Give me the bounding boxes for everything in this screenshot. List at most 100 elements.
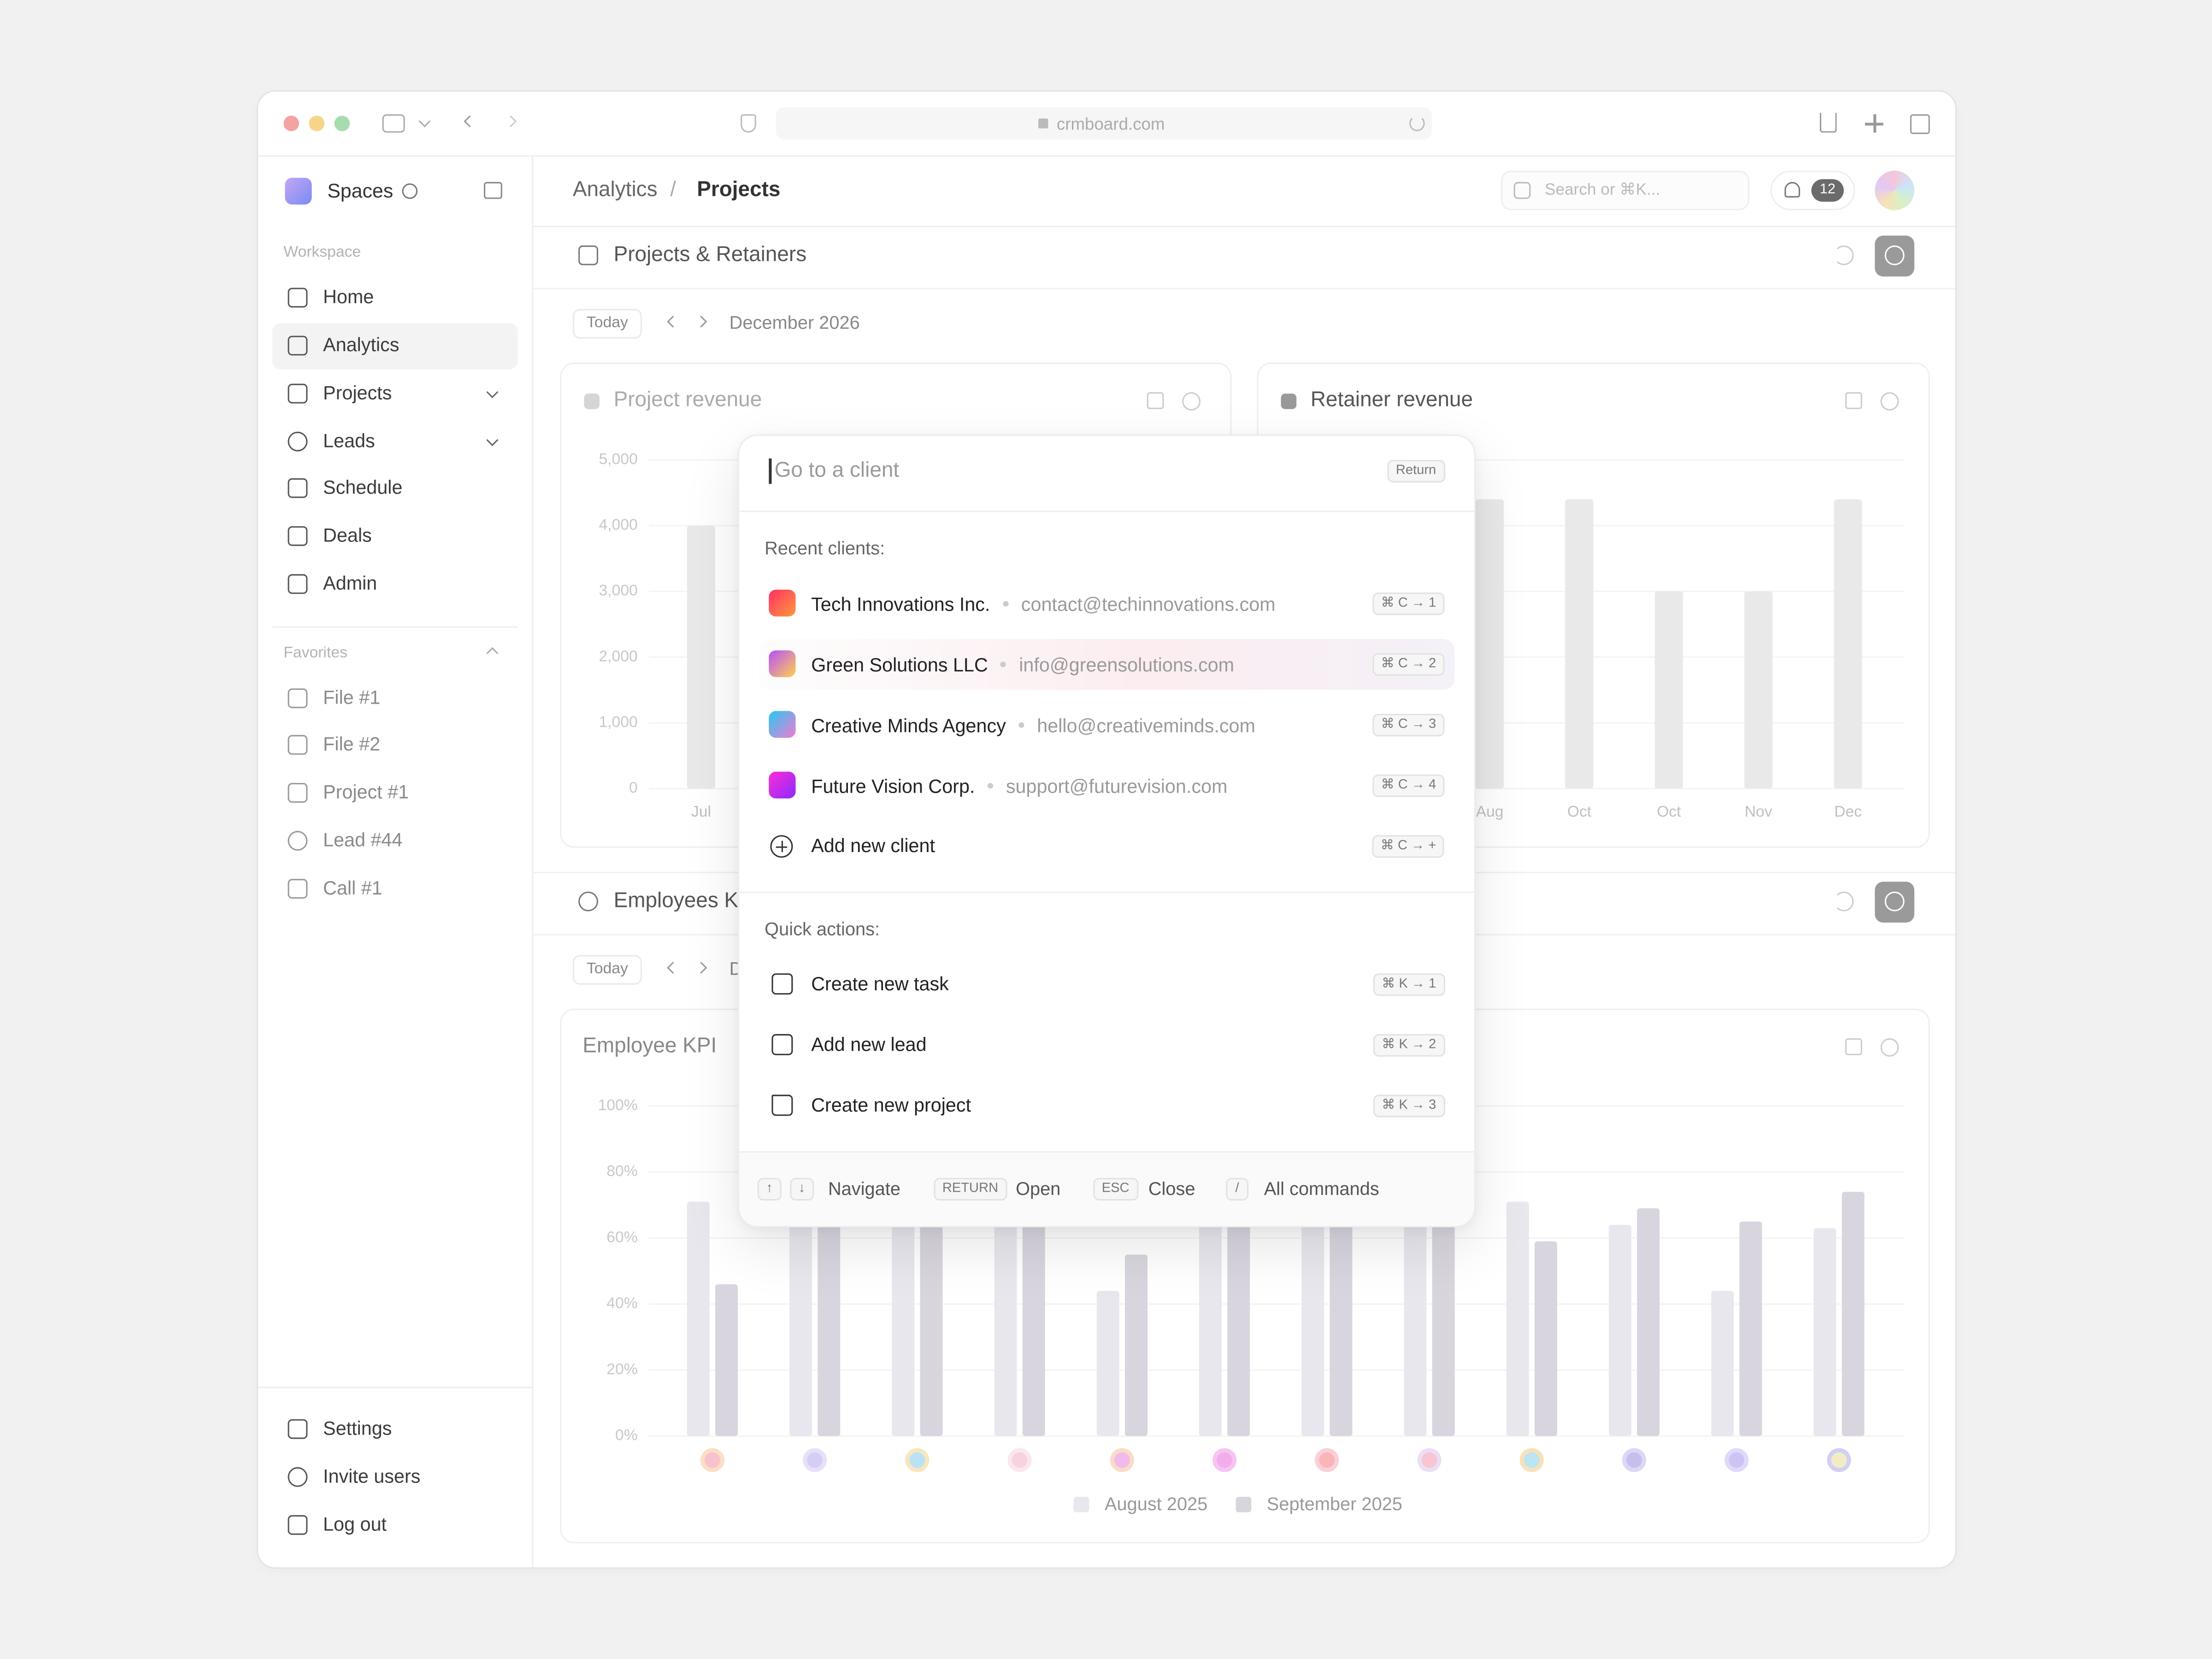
- icon: [288, 1515, 308, 1535]
- notifications[interactable]: [1770, 171, 1855, 211]
- bar: [818, 1205, 841, 1436]
- category-avatar: [1315, 1448, 1339, 1472]
- x-tick-label: Oct: [1567, 803, 1592, 820]
- today-button[interactable]: [572, 309, 642, 339]
- separator-dot: [1000, 661, 1006, 667]
- chart-title: Employee KPI: [582, 1034, 717, 1058]
- client-logo: [769, 711, 796, 738]
- bar: [1301, 1192, 1324, 1436]
- more-icon[interactable]: [1880, 1038, 1899, 1057]
- x-tick-label: Nov: [1745, 803, 1772, 820]
- client-line: Tech Innovations Inc. contact@techinnovat…: [811, 591, 1276, 617]
- footer-label: All commands: [1264, 1178, 1379, 1200]
- icon: [288, 288, 308, 308]
- footer-label: Navigate: [828, 1178, 901, 1200]
- bar: [1125, 1254, 1147, 1436]
- separator-dot: [988, 782, 994, 789]
- bar: [1199, 1212, 1222, 1436]
- today-label: Today: [586, 960, 628, 978]
- client-row[interactable]: [759, 639, 1455, 690]
- share-icon[interactable]: [1819, 112, 1837, 133]
- expand-icon[interactable]: [1147, 392, 1164, 409]
- bar: [1813, 1228, 1836, 1436]
- shortcut-key: ⌘ K → 2: [1373, 1034, 1445, 1057]
- y-tick-label: 20%: [606, 1361, 637, 1378]
- tabs-icon[interactable]: [1910, 114, 1930, 134]
- nav-label: Projects: [323, 382, 392, 404]
- y-tick-label: 100%: [598, 1097, 638, 1114]
- favorite-label: Call #1: [323, 877, 382, 899]
- nav-active: [272, 323, 518, 370]
- bell-icon: [1784, 182, 1800, 198]
- plus-icon: [770, 835, 793, 858]
- sidebar-divider: [258, 1387, 532, 1388]
- sidebar-toggle[interactable]: [382, 114, 405, 133]
- client-line: Future Vision Corp. support@futurevision.…: [811, 773, 1227, 799]
- refresh-button[interactable]: [1834, 891, 1854, 912]
- bar: [789, 1188, 812, 1436]
- legend-swatch: [1235, 1496, 1252, 1512]
- more-icon[interactable]: [1880, 392, 1899, 411]
- legend-swatch: [1281, 394, 1297, 409]
- separator-dot: [1018, 722, 1024, 728]
- legend-label: August 2025: [1105, 1494, 1207, 1514]
- category-avatar: [700, 1448, 724, 1472]
- space-logo: [285, 177, 312, 205]
- window-control[interactable]: [309, 116, 325, 131]
- search-box[interactable]: [1501, 171, 1749, 211]
- category-avatar: [1519, 1448, 1544, 1472]
- bar: [687, 1201, 710, 1436]
- bar: [1654, 591, 1683, 789]
- icon: [288, 688, 308, 708]
- footer-key: ↓: [790, 1178, 814, 1201]
- action-icon: [771, 1034, 793, 1055]
- client-line: Green Solutions LLC info@greensolutions.c…: [811, 652, 1234, 677]
- today-button[interactable]: [572, 955, 642, 985]
- refresh-button[interactable]: [1834, 245, 1854, 265]
- y-tick-label: 2,000: [599, 648, 637, 665]
- bar: [1330, 1205, 1353, 1436]
- bar: [1227, 1198, 1250, 1436]
- icon: [288, 1419, 308, 1439]
- bar: [1711, 1291, 1734, 1436]
- footer-label: Settings: [323, 1418, 392, 1439]
- client-name: Green Solutions LLC: [811, 653, 988, 675]
- icon: [288, 526, 308, 546]
- reload-icon[interactable]: [1409, 116, 1425, 131]
- group-label: Quick actions:: [765, 918, 880, 940]
- collapse-sidebar[interactable]: [484, 182, 502, 199]
- user-avatar[interactable]: [1875, 171, 1915, 211]
- action-icon: [771, 1094, 793, 1116]
- client-email: support@futurevision.com: [1006, 775, 1228, 797]
- expand-icon[interactable]: [1845, 392, 1862, 409]
- nav-label: Analytics: [323, 334, 400, 356]
- address-bar[interactable]: [776, 107, 1432, 140]
- action-label: Create new task: [811, 973, 949, 995]
- favorite-label: File #2: [323, 733, 381, 755]
- icon: [578, 891, 598, 912]
- bar: [687, 525, 716, 789]
- window-control[interactable]: [283, 116, 299, 131]
- legend-swatch: [584, 394, 600, 409]
- category-avatar: [1827, 1448, 1851, 1472]
- notification-count: 12: [1819, 182, 1835, 198]
- nav-label: Admin: [323, 572, 377, 594]
- bar: [715, 1284, 738, 1436]
- group-label: Recent clients:: [765, 537, 885, 559]
- y-tick-label: 0%: [615, 1427, 638, 1444]
- more-icon[interactable]: [1182, 392, 1201, 411]
- footer-key: RETURN: [934, 1178, 1007, 1201]
- nav-label: Deals: [323, 524, 372, 546]
- bar: [994, 1205, 1017, 1436]
- expand-icon[interactable]: [1845, 1038, 1862, 1055]
- category-avatar: [1417, 1448, 1441, 1472]
- new-tab-icon: [1873, 114, 1876, 133]
- window-control[interactable]: [334, 116, 350, 131]
- icon: [288, 574, 308, 594]
- shield-icon: [741, 114, 756, 133]
- section-title: Employees KPI: [613, 888, 759, 913]
- bar: [1834, 499, 1862, 789]
- y-tick-label: 4,000: [599, 517, 637, 534]
- breadcrumb: Analytics: [572, 177, 658, 202]
- legend-swatch: [1073, 1496, 1089, 1512]
